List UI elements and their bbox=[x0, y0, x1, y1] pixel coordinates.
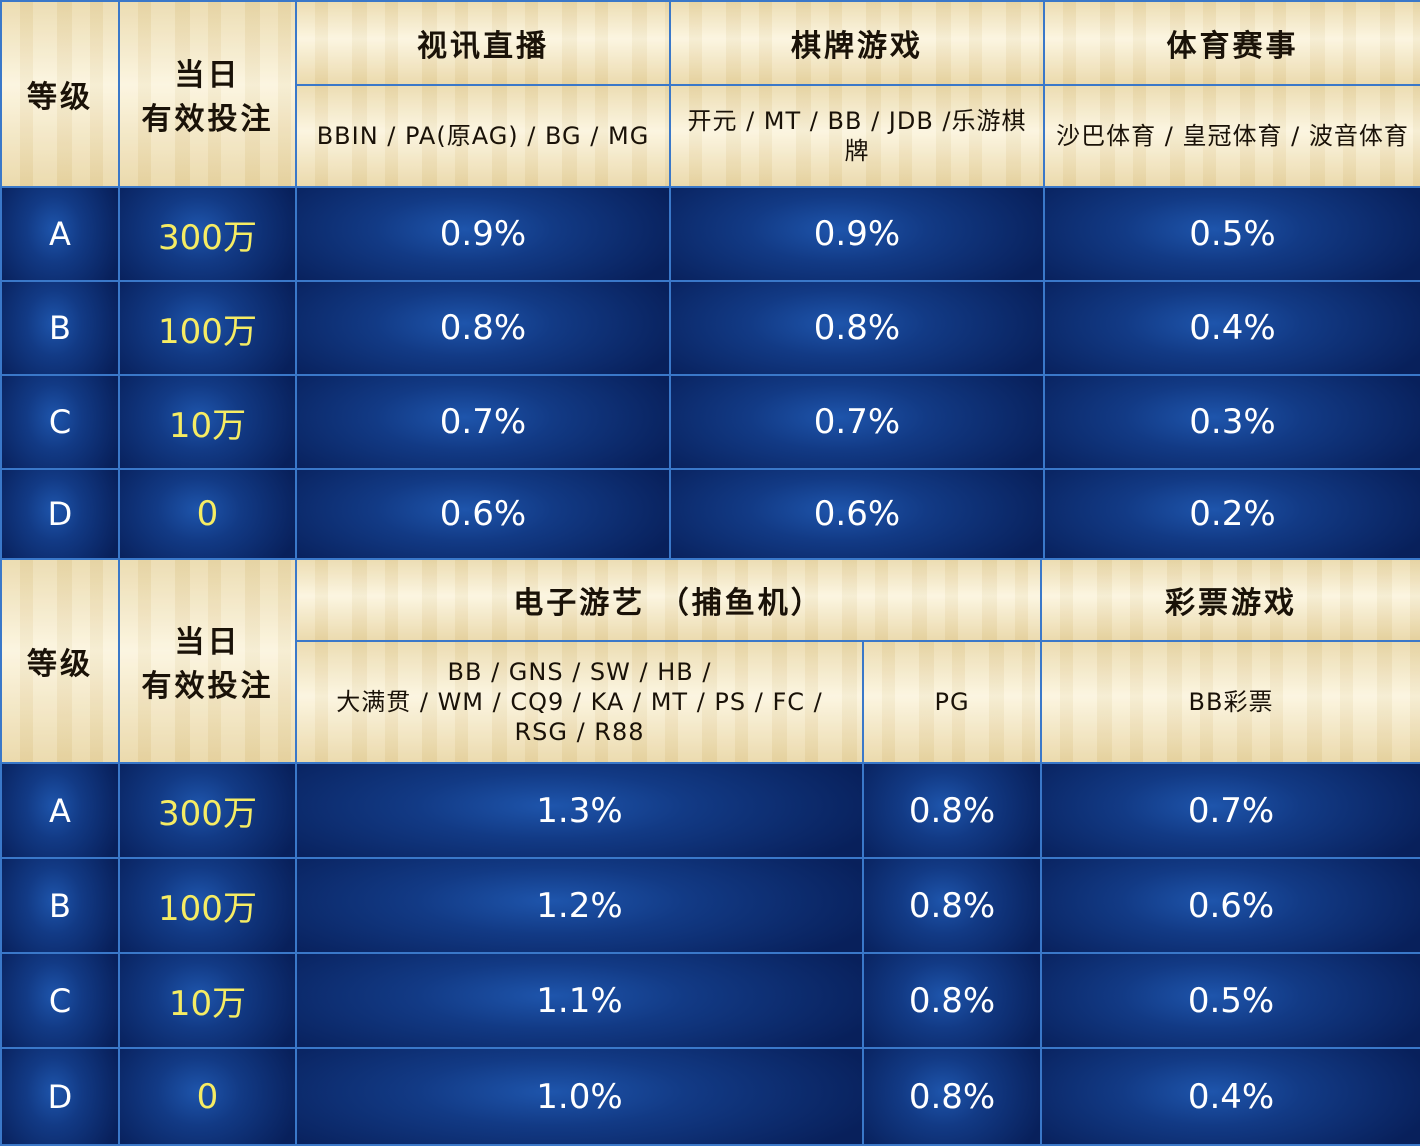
rebate-table-2: 等级 当日 有效投注 电子游艺 （捕鱼机） 彩票游戏 BB / GNS / SW… bbox=[0, 558, 1420, 1146]
providers-line: BB / GNS / SW / HB / bbox=[447, 658, 712, 686]
table-row: D 0 0.6% 0.6% 0.2% bbox=[0, 468, 1420, 560]
level-cell: B bbox=[0, 280, 120, 376]
bet-cell: 0 bbox=[118, 468, 297, 560]
rate-cell: 1.0% bbox=[295, 1047, 864, 1146]
rate-cell: 0.8% bbox=[861, 857, 1043, 954]
level-cell: D bbox=[0, 468, 120, 560]
rate-cell: 1.3% bbox=[295, 762, 864, 859]
rate-cell: 0.7% bbox=[295, 374, 671, 470]
table-row: A 300万 0.9% 0.9% 0.5% bbox=[0, 186, 1420, 282]
providers-electronic-games: BB / GNS / SW / HB / 大满贯 / WM / CQ9 / KA… bbox=[295, 640, 864, 764]
rate-cell: 0.7% bbox=[1040, 762, 1420, 859]
bet-cell: 300万 bbox=[118, 186, 297, 282]
level-header: 等级 bbox=[0, 0, 120, 188]
providers-live-video: BBIN / PA(原AG) / BG / MG bbox=[295, 84, 671, 188]
bet-cell: 100万 bbox=[118, 280, 297, 376]
rate-cell: 0.5% bbox=[1040, 952, 1420, 1049]
bet-cell: 300万 bbox=[118, 762, 297, 859]
rate-cell: 0.8% bbox=[861, 952, 1043, 1049]
daily-bet-header-line2: 有效投注 bbox=[141, 102, 274, 137]
level-cell: C bbox=[0, 374, 120, 470]
rebate-table-1: 等级 当日 有效投注 视讯直播 棋牌游戏 体育赛事 BBIN / PA(原AG)… bbox=[0, 0, 1420, 560]
level-cell: A bbox=[0, 186, 120, 282]
bet-cell: 0 bbox=[118, 1047, 297, 1146]
daily-bet-header-line1: 当日 bbox=[174, 58, 241, 93]
category-lottery: 彩票游戏 bbox=[1040, 558, 1420, 642]
level-cell: B bbox=[0, 857, 120, 954]
level-cell: D bbox=[0, 1047, 120, 1146]
table-row: A 300万 1.3% 0.8% 0.7% bbox=[0, 762, 1420, 859]
rate-cell: 0.4% bbox=[1043, 280, 1420, 376]
bet-cell: 10万 bbox=[118, 952, 297, 1049]
category-electronic-games: 电子游艺 （捕鱼机） bbox=[294, 558, 1043, 642]
table-row: C 10万 1.1% 0.8% 0.5% bbox=[0, 952, 1420, 1049]
category-card-games: 棋牌游戏 bbox=[669, 0, 1045, 86]
table-row: C 10万 0.7% 0.7% 0.3% bbox=[0, 374, 1420, 470]
bet-cell: 10万 bbox=[118, 374, 297, 470]
providers-sports: 沙巴体育 / 皇冠体育 / 波音体育 bbox=[1043, 84, 1420, 188]
rate-cell: 0.4% bbox=[1040, 1047, 1420, 1146]
providers-lottery: BB彩票 bbox=[1040, 640, 1420, 764]
providers-line: RSG / R88 bbox=[514, 718, 645, 746]
table-row: B 100万 0.8% 0.8% 0.4% bbox=[0, 280, 1420, 376]
level-cell: C bbox=[0, 952, 120, 1049]
level-cell: A bbox=[0, 762, 120, 859]
rate-cell: 0.6% bbox=[295, 468, 671, 560]
daily-bet-header: 当日 有效投注 bbox=[118, 558, 297, 764]
rate-cell: 0.7% bbox=[669, 374, 1045, 470]
level-header: 等级 bbox=[0, 558, 120, 764]
rate-cell: 0.8% bbox=[295, 280, 671, 376]
rate-cell: 1.1% bbox=[295, 952, 864, 1049]
rate-cell: 0.6% bbox=[1040, 857, 1420, 954]
daily-bet-header-line2: 有效投注 bbox=[141, 669, 274, 704]
rate-cell: 1.2% bbox=[295, 857, 864, 954]
rate-cell: 0.9% bbox=[669, 186, 1045, 282]
daily-bet-header: 当日 有效投注 bbox=[118, 0, 297, 188]
category-live-video: 视讯直播 bbox=[295, 0, 671, 86]
rate-cell: 0.8% bbox=[669, 280, 1045, 376]
category-sports: 体育赛事 bbox=[1043, 0, 1420, 86]
rate-cell: 0.9% bbox=[295, 186, 671, 282]
providers-pg: PG bbox=[861, 640, 1043, 764]
bet-cell: 100万 bbox=[118, 857, 297, 954]
rate-cell: 0.5% bbox=[1043, 186, 1420, 282]
rate-cell: 0.6% bbox=[669, 468, 1045, 560]
rate-cell: 0.3% bbox=[1043, 374, 1420, 470]
rate-cell: 0.8% bbox=[861, 1047, 1043, 1146]
table-row: B 100万 1.2% 0.8% 0.6% bbox=[0, 857, 1420, 954]
providers-line: 大满贯 / WM / CQ9 / KA / MT / PS / FC / bbox=[336, 688, 823, 716]
daily-bet-header-line1: 当日 bbox=[174, 625, 241, 660]
providers-card-games: 开元 / MT / BB / JDB /乐游棋牌 bbox=[669, 84, 1045, 188]
rate-cell: 0.2% bbox=[1043, 468, 1420, 560]
table-row: D 0 1.0% 0.8% 0.4% bbox=[0, 1047, 1420, 1146]
rate-cell: 0.8% bbox=[861, 762, 1043, 859]
